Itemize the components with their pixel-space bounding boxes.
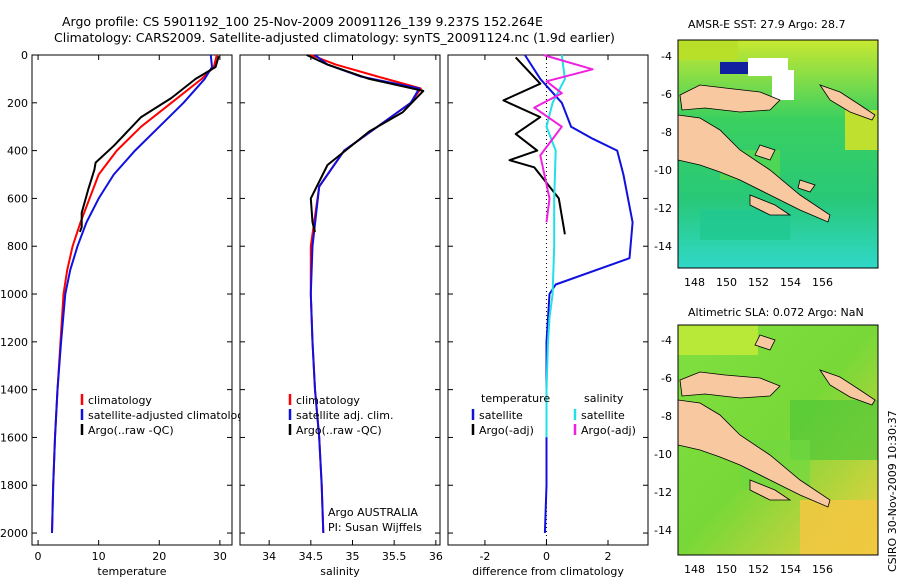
temperature-legend-label: climatology [88,394,152,407]
temperature-ytick-label: 1400 [0,384,28,397]
difference-legend-title-salinity: salinity [584,392,624,405]
temperature-ytick-label: 1600 [0,431,28,444]
temperature-ytick-label: 400 [7,145,28,158]
temperature-xtick-label: 0 [35,550,42,563]
sst-map-yticks: -4 -6 -8 -10 -12 -14 [654,50,672,253]
sla-xtick: 154 [780,563,801,576]
sla-map-frame [677,324,879,556]
temperature-legend-label: Argo(..raw -QC) [88,424,174,437]
temperature-legend-label: satellite-adjusted climatology [88,409,251,422]
temperature-axes-frame [31,54,233,546]
temperature-ytick-label: 800 [7,240,28,253]
salinity-xtick-label: 36 [429,550,443,563]
sla-ytick: -12 [654,486,672,499]
salinity-legend-label: satellite adj. clim. [296,409,393,422]
sst-xtick: 154 [780,276,801,289]
temperature-ytick-label: 200 [7,97,28,110]
sst-ytick: -6 [661,88,672,101]
sla-xtick: 150 [716,563,737,576]
difference-legend-label: Argo(-adj) [479,424,534,437]
sst-map-frame [677,39,879,269]
sst-ytick: -8 [661,126,672,139]
sla-xtick: 156 [812,563,833,576]
temperature-panel: 0 10 20 30 0 200 400 600 800 1000 1200 1400 1600 1800… [0,49,251,578]
temperature-xtick-label: 20 [152,550,166,563]
temperature-xtick-label: 30 [213,550,227,563]
difference-series-2-line [545,54,566,438]
difference-xtick-label: 2 [605,550,612,563]
salinity-legend-label: climatology [296,394,360,407]
temperature-series-2-line [78,55,220,233]
sst-ytick: -10 [654,164,672,177]
sla-ytick: -10 [654,448,672,461]
sst-map-xticks: 148 150 152 154 156 [684,276,833,289]
salinity-series-2-line [306,54,425,233]
figure-title-line1: Argo profile: CS 5901192_100 25-Nov-2009… [62,14,543,29]
sst-map: AMSR-E SST: 27.9 Argo: 28.7 148 150 152 … [654,18,879,289]
sst-ytick: -4 [661,50,672,63]
difference-legend-label: satellite [479,409,523,422]
temperature-series-1-line [51,54,213,534]
sla-map: Altimetric SLA: 0.072 Argo: NaN 148 150 … [654,306,879,576]
temperature-ytick-label: 1000 [0,288,28,301]
difference-series-3-line [533,54,594,223]
figure-title-line2: Climatology: CARS2009. Satellite-adjuste… [54,30,615,45]
float-annotation-line: Argo AUSTRALIA [328,506,418,519]
difference-panel: -2 0 2 difference from climatology temperatu… [447,54,649,578]
difference-legend-title-temperature: temperature [481,392,550,405]
temperature-ytick-label: 1200 [0,336,28,349]
sst-xtick: 148 [684,276,705,289]
temperature-ytick-label: 1800 [0,479,28,492]
float-annotation-line: PI: Susan Wijffels [328,521,422,534]
salinity-xtick-label: 35 [346,550,360,563]
sst-xtick: 156 [812,276,833,289]
salinity-xlabel: salinity [320,565,360,578]
sst-xtick: 150 [716,276,737,289]
sla-ytick: -14 [654,524,672,537]
salinity-axes-frame [239,54,441,546]
sla-ytick: -8 [661,410,672,423]
sla-map-xticks: 148 150 152 154 156 [684,563,833,576]
sst-xtick: 152 [748,276,769,289]
sst-cold-patch [720,62,748,74]
difference-axes-frame [447,54,649,546]
difference-xtick-label: -2 [479,550,490,563]
sla-ytick: -6 [661,372,672,385]
salinity-xtick-label: 34.5 [299,550,324,563]
temperature-ytick-label: 2000 [0,527,28,540]
sst-ytick: -12 [654,202,672,215]
difference-legend-label: Argo(-adj) [581,424,636,437]
difference-xtick-label: 0 [543,550,550,563]
footer-timestamp: CSIRO 30-Nov-2009 10:30:37 [886,410,899,572]
difference-legend-label: satellite [581,409,625,422]
temperature-xlabel: temperature [97,565,166,578]
salinity-legend-label: Argo(..raw -QC) [296,424,382,437]
difference-xlabel: difference from climatology [472,565,624,578]
temperature-ytick-label: 600 [7,192,28,205]
temperature-xtick-label: 10 [92,550,106,563]
sla-ytick: -4 [661,334,672,347]
sla-xtick: 152 [748,563,769,576]
sla-map-title: Altimetric SLA: 0.072 Argo: NaN [688,306,864,319]
salinity-xtick-label: 35.5 [382,550,407,563]
salinity-xtick-label: 34 [262,550,276,563]
sla-map-yticks: -4 -6 -8 -10 -12 -14 [654,334,672,537]
sla-xtick: 148 [684,563,705,576]
sst-map-title: AMSR-E SST: 27.9 Argo: 28.7 [688,18,846,31]
temperature-ytick-label: 0 [21,49,28,62]
sst-ytick: -14 [654,240,672,253]
salinity-panel: 34 34.5 35 35.5 36 salinity climatology satelli… [239,54,443,578]
